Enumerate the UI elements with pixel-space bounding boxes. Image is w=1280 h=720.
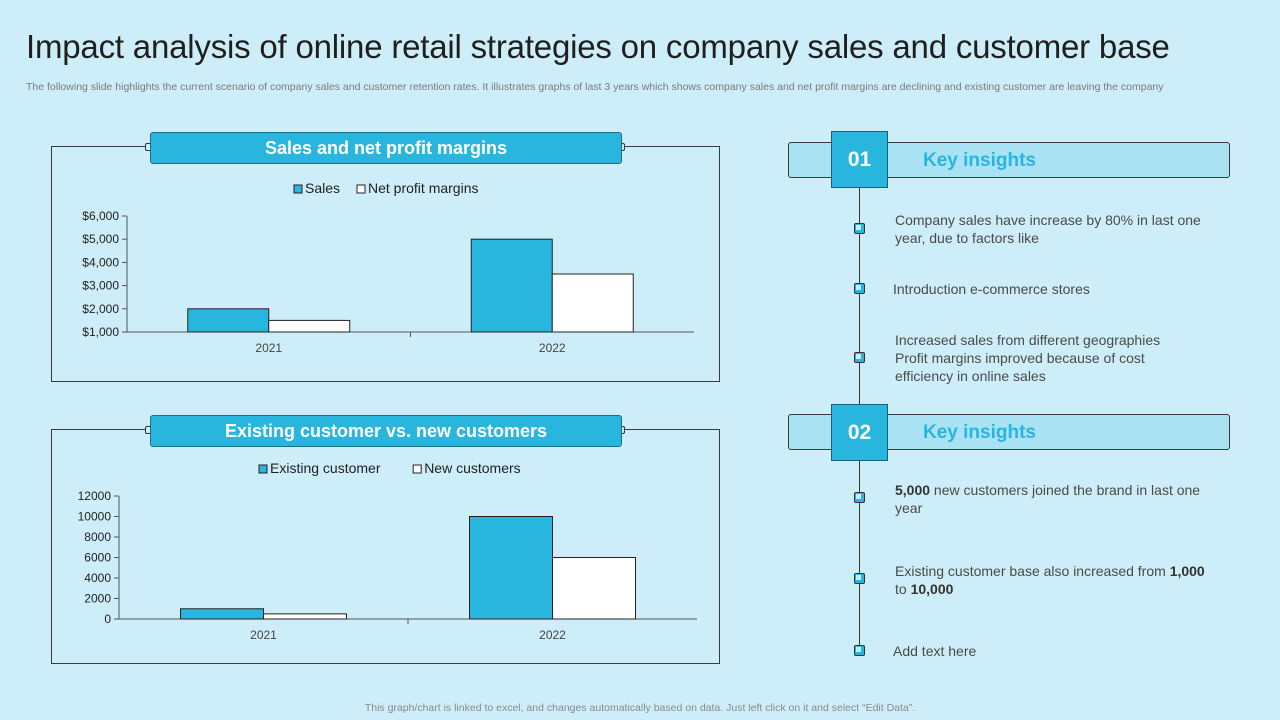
- y-tick-label: 10000: [78, 510, 112, 524]
- y-tick-label: $1,000: [82, 325, 119, 339]
- insight-emphasis: 10,000: [910, 581, 954, 597]
- x-tick-label: 2022: [539, 341, 566, 355]
- legend-label: Sales: [305, 180, 340, 196]
- insight-item: Increased sales from different geographi…: [895, 332, 1161, 384]
- bar-sales: [470, 238, 553, 333]
- insight-label-1: Key insights: [923, 150, 1036, 171]
- bullet-icon: [854, 352, 865, 363]
- y-tick-label: 12000: [78, 489, 112, 503]
- bar-existing-customer: [180, 608, 264, 620]
- y-tick-label: 8000: [84, 530, 111, 544]
- bullet-icon: [854, 573, 865, 584]
- insight-item: Existing customer base also increased fr…: [895, 562, 1215, 598]
- customers-chart[interactable]: 0 2000 4000 6000 8000 10000 12000 2021 2022 Exist…: [52, 430, 721, 665]
- insight-number-2: 02: [831, 404, 888, 461]
- insight-item: Company sales have increase by 80% in la…: [895, 212, 1201, 246]
- insight-item-text: Existing customer base also increased fr…: [895, 563, 1170, 579]
- x-tick-label: 2022: [539, 628, 566, 642]
- y-tick-label: $6,000: [82, 209, 119, 223]
- bar-sales: [187, 308, 270, 333]
- bullet-icon: [854, 223, 865, 234]
- legend-swatch: [356, 184, 366, 194]
- insight-number-1: 01: [831, 131, 888, 188]
- bar-new-customers: [552, 557, 636, 620]
- insight-item: Introduction e-commerce stores: [893, 281, 1090, 297]
- bar-net-profit-margins: [551, 273, 634, 333]
- y-tick-label: 0: [104, 612, 111, 626]
- y-tick-label: $2,000: [82, 302, 119, 316]
- sales-chart-header: Sales and net profit margins: [150, 132, 622, 164]
- page-subtitle: The following slide highlights the curre…: [26, 81, 1164, 93]
- footer-note: This graph/chart is linked to excel, and…: [364, 702, 916, 714]
- bullet-icon: [854, 645, 865, 656]
- page-title: Impact analysis of online retail strateg…: [26, 28, 1170, 65]
- customers-chart-header: Existing customer vs. new customers: [150, 415, 622, 447]
- insight-emphasis: 5,000: [895, 482, 931, 498]
- bullet-icon: [854, 492, 865, 503]
- insight-item[interactable]: Add text here: [893, 643, 977, 659]
- insight-item: 5,000 new customers joined the brand in …: [895, 481, 1215, 517]
- insight-emphasis: 1,000: [1169, 563, 1205, 579]
- x-tick-label: 2021: [250, 628, 277, 642]
- timeline-line: [859, 460, 860, 653]
- legend-swatch: [293, 184, 303, 194]
- insight-item-text: new customers joined the brand in last o…: [895, 482, 1201, 516]
- y-tick-label: $3,000: [82, 279, 119, 293]
- y-tick-label: 4000: [84, 571, 111, 585]
- insight-item-text: to: [895, 581, 911, 597]
- x-tick-label: 2021: [255, 341, 282, 355]
- sales-chart-frame[interactable]: $1,000 $2,000 $3,000 $4,000 $5,000 $6,000 2021…: [51, 146, 720, 382]
- legend-label: New customers: [424, 460, 520, 476]
- legend-swatch: [258, 464, 268, 474]
- legend-label: Existing customer: [270, 460, 381, 476]
- timeline-line: [859, 188, 860, 413]
- sales-chart[interactable]: $1,000 $2,000 $3,000 $4,000 $5,000 $6,000 2021…: [52, 147, 721, 383]
- y-tick-label: $5,000: [82, 232, 119, 246]
- y-tick-label: $4,000: [82, 255, 119, 269]
- customers-chart-frame[interactable]: 0 2000 4000 6000 8000 10000 12000 2021 2022 Exist…: [51, 429, 720, 664]
- y-tick-label: 2000: [84, 592, 111, 606]
- insight-label-2: Key insights: [923, 422, 1036, 443]
- y-tick-label: 6000: [84, 551, 111, 565]
- bar-new-customers: [263, 613, 347, 620]
- bullet-icon: [854, 283, 865, 294]
- legend-swatch: [412, 464, 422, 474]
- bar-existing-customer: [469, 516, 553, 620]
- bar-net-profit-margins: [268, 319, 351, 333]
- legend-label: Net profit margins: [368, 180, 478, 196]
